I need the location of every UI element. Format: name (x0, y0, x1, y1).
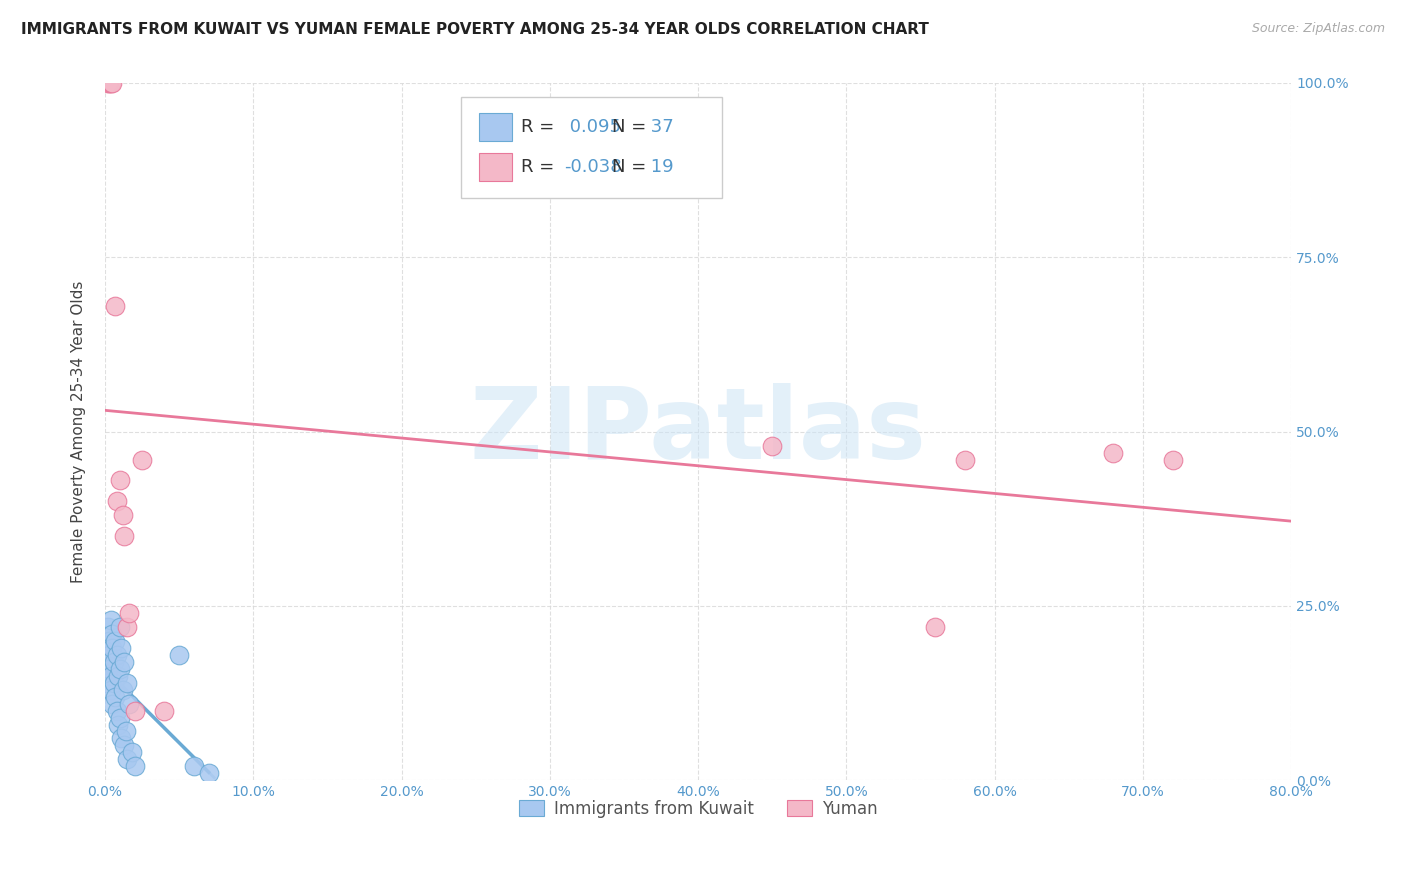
Text: R =: R = (522, 118, 554, 136)
Point (112, 655, 135, 669)
Text: 19: 19 (645, 158, 673, 176)
Point (1102, 445, 1125, 459)
Point (101, 627, 124, 641)
Y-axis label: Female Poverty Among 25-34 Year Olds: Female Poverty Among 25-34 Year Olds (72, 280, 86, 582)
Point (100, 76, 122, 90)
Point (111, 682, 134, 697)
Text: -0.038: -0.038 (564, 158, 621, 176)
Point (97, 620, 120, 634)
Point (105, 704, 128, 718)
Point (121, 746, 143, 760)
Point (96, 675, 118, 690)
Point (107, 669, 129, 683)
Point (98, 648, 121, 662)
Point (110, 731, 132, 746)
Point (108, 620, 131, 634)
Point (111, 508, 134, 523)
Point (98, 633, 121, 648)
Point (107, 717, 129, 731)
FancyBboxPatch shape (461, 97, 721, 198)
Point (924, 620, 946, 634)
Point (118, 697, 141, 711)
Text: 37: 37 (645, 118, 673, 136)
Point (124, 704, 146, 718)
Text: N =: N = (612, 158, 645, 176)
Point (953, 452, 976, 467)
Point (100, 682, 122, 697)
Point (124, 759, 146, 773)
Point (110, 640, 132, 655)
Point (101, 640, 124, 655)
Text: Source: ZipAtlas.com: Source: ZipAtlas.com (1251, 22, 1385, 36)
Point (98, 76, 121, 90)
Point (112, 739, 135, 753)
Point (101, 76, 124, 90)
Point (101, 697, 124, 711)
Point (97, 655, 120, 669)
Text: N =: N = (612, 118, 645, 136)
Point (104, 633, 127, 648)
Point (183, 759, 205, 773)
Point (112, 529, 135, 543)
Point (108, 474, 131, 488)
Point (103, 675, 125, 690)
Point (105, 648, 128, 662)
Text: ZIPatlas: ZIPatlas (470, 384, 927, 480)
FancyBboxPatch shape (478, 113, 512, 141)
Point (97, 76, 120, 90)
Point (115, 752, 138, 766)
Point (105, 494, 128, 508)
Point (198, 766, 221, 780)
Point (103, 655, 125, 669)
Point (761, 439, 783, 453)
Text: R =: R = (522, 158, 554, 176)
Point (118, 606, 141, 620)
Point (1161, 452, 1184, 467)
Point (100, 669, 122, 683)
Legend: Immigrants from Kuwait, Yuman: Immigrants from Kuwait, Yuman (512, 793, 884, 824)
Point (98, 662, 121, 676)
Point (104, 299, 127, 313)
Point (115, 620, 138, 634)
Point (115, 675, 138, 690)
Point (108, 662, 131, 676)
Point (114, 724, 136, 739)
Point (131, 452, 153, 467)
Text: IMMIGRANTS FROM KUWAIT VS YUMAN FEMALE POVERTY AMONG 25-34 YEAR OLDS CORRELATION: IMMIGRANTS FROM KUWAIT VS YUMAN FEMALE P… (21, 22, 929, 37)
Point (167, 648, 190, 662)
Point (100, 613, 122, 627)
FancyBboxPatch shape (478, 153, 512, 180)
Text: 0.095: 0.095 (564, 118, 621, 136)
Point (153, 704, 176, 718)
Point (108, 710, 131, 724)
Point (104, 690, 127, 704)
